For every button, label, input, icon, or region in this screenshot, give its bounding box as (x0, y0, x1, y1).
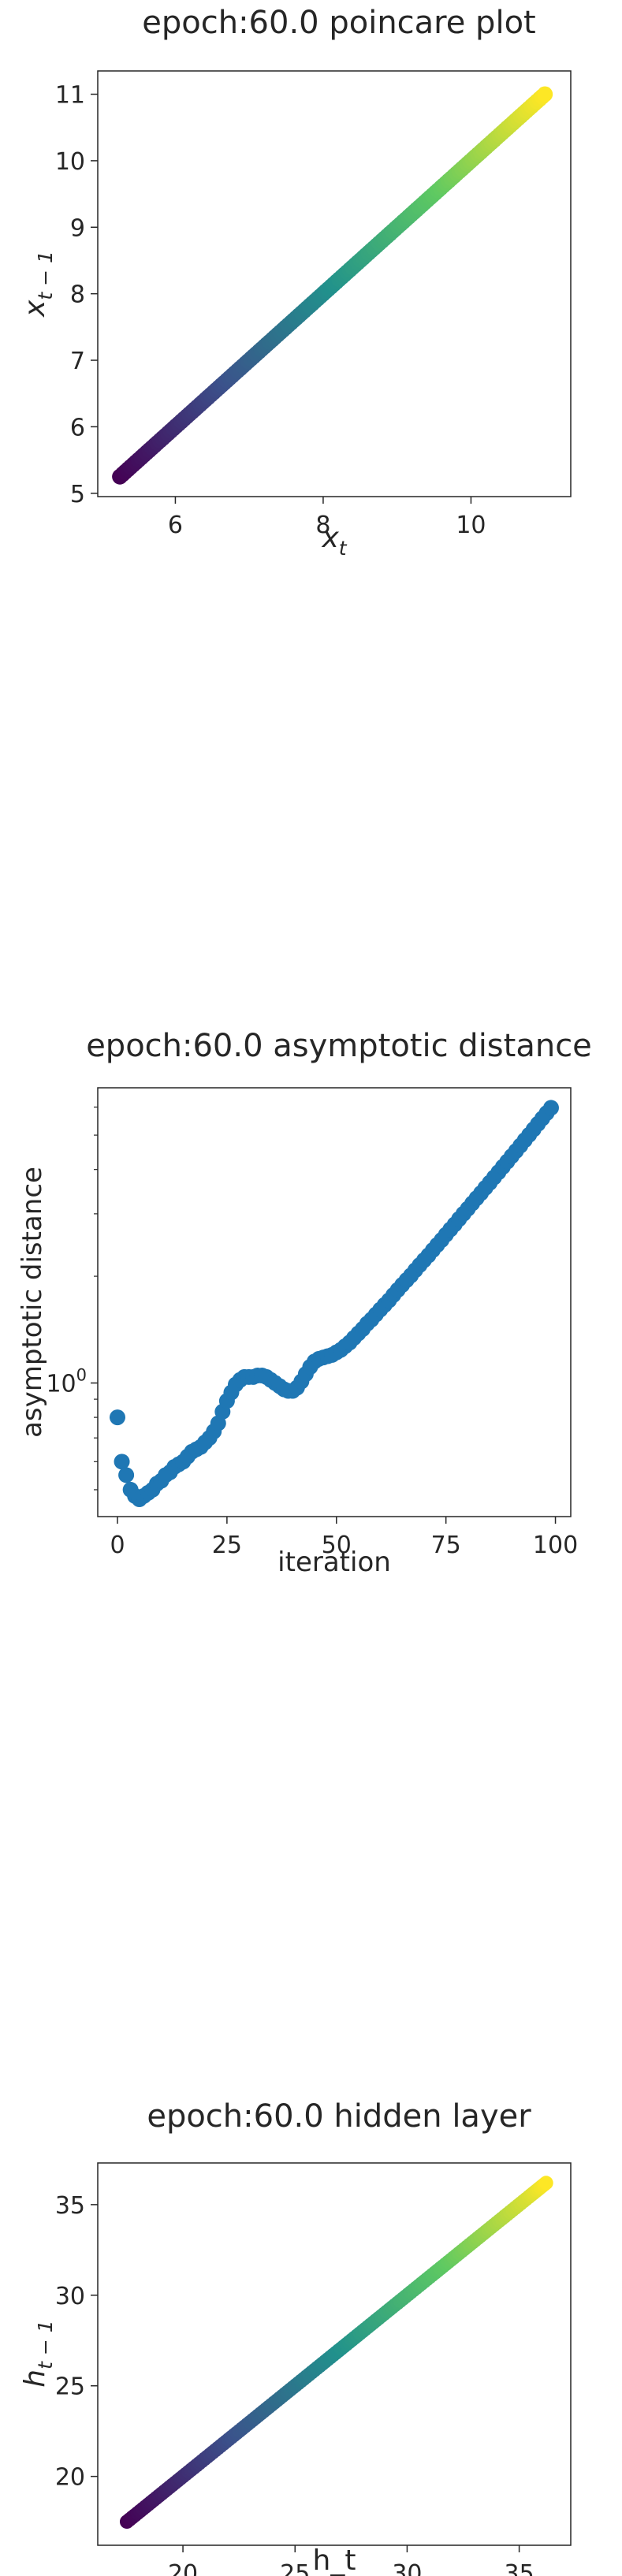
x-tick-label: 100 (533, 1532, 578, 1559)
y-tick-label: 100 (46, 1366, 87, 1398)
x-tick-label: 8 (315, 512, 330, 539)
asymptotic-distance-svg: epoch:60.0 asymptotic distance 0 25 50 75 10… (17, 1028, 592, 1578)
asymptotic-distance-chart: epoch:60.0 asymptotic distance 0 25 50 75 10… (0, 867, 622, 1734)
y-tick-label: 6 (70, 414, 85, 441)
data-point (537, 86, 553, 102)
y-tick-label: 9 (70, 214, 85, 242)
x-tick-label: 10 (456, 512, 486, 539)
x-tick-label: 0 (110, 1532, 125, 1559)
x-axis-label: h_t (313, 2544, 356, 2576)
x-axis-label: iteration (277, 1547, 391, 1578)
x-axis-label: xt (321, 522, 347, 560)
hidden-layer-chart: epoch:60.0 hidden layer 20 25 30 35 20 25 30 3… (0, 1734, 622, 2576)
x-tick-label: 30 (392, 2560, 422, 2576)
x-tick-label: 50 (322, 1532, 352, 1559)
y-tick-label: 30 (55, 2283, 85, 2310)
y-tick-label: 11 (55, 82, 85, 110)
y-tick-label: 7 (70, 348, 85, 375)
x-tick-label: 35 (505, 2560, 534, 2576)
data-point (114, 1454, 130, 1470)
chart-title: epoch:60.0 poincare plot (142, 5, 535, 41)
data-point (110, 1409, 125, 1426)
x-tick-label: 20 (168, 2560, 198, 2576)
x-axis-ticks: 0 25 50 75 100 (110, 1517, 578, 1559)
x-axis-ticks: 6 8 10 (168, 497, 486, 539)
poincare-plot-chart: epoch:60.0 poincare plot 6 8 10 5 6 7 8 9 10 11 … (0, 0, 622, 867)
x-tick-label: 25 (280, 2560, 310, 2576)
chart-title: epoch:60.0 hidden layer (147, 2098, 531, 2135)
scatter-points (110, 1100, 559, 1508)
plot-frame (97, 1087, 572, 1517)
x-tick-label: 25 (212, 1532, 242, 1559)
y-axis-ticks: 20 25 30 35 (55, 2192, 98, 2492)
y-tick-label: 5 (70, 481, 85, 508)
chart-title: epoch:60.0 asymptotic distance (86, 1028, 592, 1064)
y-axis-ticks: 5 6 7 8 9 10 11 (55, 82, 98, 508)
x-axis-ticks: 20 25 30 35 (168, 2545, 534, 2576)
y-tick-label: 35 (55, 2192, 85, 2220)
poincare-plot-svg: epoch:60.0 poincare plot 6 8 10 567891011 … (19, 5, 572, 560)
y-tick-label: 20 (55, 2464, 85, 2492)
data-point (538, 2176, 553, 2191)
y-axis-ticks: 100 (46, 1106, 98, 1491)
x-tick-label: 6 (168, 512, 183, 539)
data-point (543, 1100, 559, 1116)
scatter-points (112, 86, 553, 485)
y-axis-label: asymptotic distance (17, 1167, 48, 1438)
y-tick-label: 8 (70, 281, 85, 309)
y-tick-label: 25 (55, 2373, 85, 2401)
hidden-layer-svg: epoch:60.0 hidden layer 20 25 30 35 20 25 30 3… (19, 2098, 572, 2576)
x-tick-label: 75 (431, 1532, 461, 1559)
y-tick-label: 10 (55, 148, 85, 176)
scatter-points (119, 2176, 553, 2529)
data-point (118, 1467, 135, 1483)
y-axis-label: ht − 1 (19, 2320, 57, 2387)
y-axis-label: xt − 1 (19, 251, 57, 318)
